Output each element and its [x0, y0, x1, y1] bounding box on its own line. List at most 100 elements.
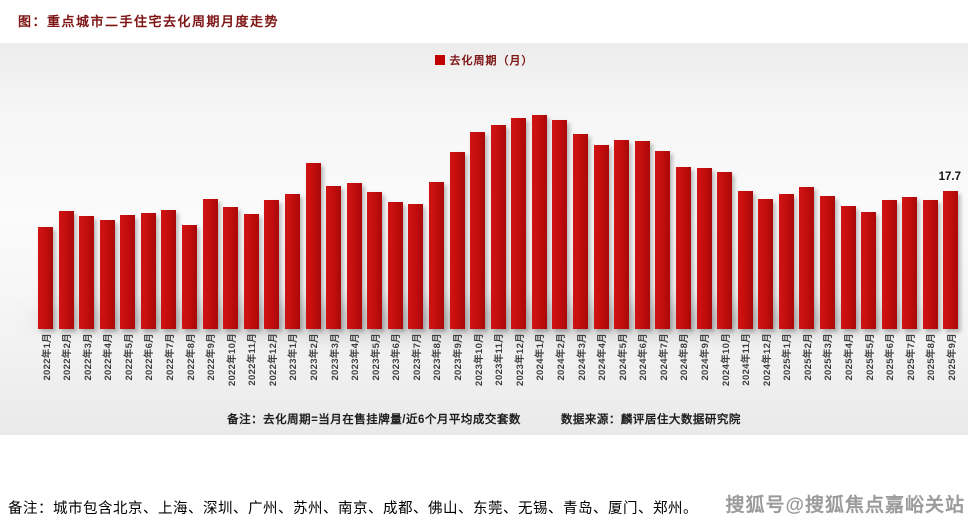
bar	[284, 194, 300, 329]
bar-slot: 2025年4月	[840, 43, 856, 381]
bar	[552, 120, 568, 329]
bar	[305, 162, 321, 329]
bar	[38, 226, 53, 329]
bar	[326, 186, 342, 329]
legend-swatch-icon	[434, 55, 445, 65]
bar-slot: 2024年10月	[717, 43, 733, 386]
bar	[902, 197, 918, 329]
bar-slot: 2023年12月	[511, 43, 527, 386]
bar	[737, 190, 753, 329]
bar-slot: 2024年8月	[675, 43, 691, 381]
bar	[243, 213, 259, 329]
legend-label: 去化周期（月）	[449, 55, 534, 67]
bar	[614, 140, 630, 329]
bar	[99, 219, 115, 329]
bar-slot: 2023年1月	[284, 43, 300, 381]
bar-slot: 2022年7月	[161, 43, 177, 381]
bar	[758, 198, 774, 329]
bar	[881, 200, 897, 329]
bar-slot: 2022年10月	[223, 43, 239, 386]
plot-area: 2022年1月 2022年2月 2022年3月 2022年4月 2022年5月 2022年…	[0, 43, 968, 386]
bar	[531, 114, 547, 329]
bar-slot: 2025年7月	[902, 43, 918, 381]
bar-slot: 2024年7月	[655, 43, 671, 381]
bar	[223, 206, 239, 329]
bar	[922, 200, 938, 329]
bar-slot: 2023年7月	[408, 43, 424, 381]
bar-slot: 2024年1月	[531, 43, 547, 381]
bar-slot: 2024年12月	[758, 43, 774, 386]
bar-slot: 2023年6月	[387, 43, 403, 381]
bar	[264, 199, 280, 329]
bar-slot: 2023年5月	[367, 43, 383, 381]
bar	[470, 131, 486, 329]
bar	[861, 212, 877, 329]
bar-slot: 2022年2月	[58, 43, 74, 381]
bar-slot: 2025年5月	[861, 43, 877, 381]
bar	[346, 183, 362, 329]
bar	[819, 195, 835, 329]
bar-slot: 2022年6月	[140, 43, 156, 381]
bar	[58, 211, 74, 329]
note-formula: 备注：去化周期=当月在售挂牌量/近6个月平均成交套数	[227, 414, 521, 426]
bar-slot: 2023年8月	[428, 43, 444, 381]
bar-slot: 2025年8月	[922, 43, 938, 381]
bar	[799, 187, 815, 329]
bar	[634, 141, 650, 329]
bar	[573, 134, 589, 329]
watermark: 搜狐号@搜狐焦点嘉峪关站	[725, 495, 965, 516]
bar-slot: 17.7 2025年9月	[938, 170, 962, 381]
bar-slot: 2025年3月	[819, 43, 835, 381]
bar	[428, 181, 444, 329]
bar	[202, 198, 218, 329]
bar-slot: 2022年3月	[79, 43, 95, 381]
bar-slot: 2024年3月	[573, 43, 589, 381]
bar	[387, 201, 403, 329]
bar-slot: 2022年4月	[99, 43, 115, 381]
bar	[511, 117, 527, 329]
bar-slot: 2022年12月	[264, 43, 280, 386]
bar-slot: 2025年6月	[881, 43, 897, 381]
bar	[490, 124, 506, 329]
bar	[449, 151, 465, 329]
bar-slot: 2023年3月	[326, 43, 342, 381]
bar	[840, 205, 856, 329]
bar	[778, 194, 794, 329]
bar-slot: 2022年9月	[202, 43, 218, 381]
bar-slot: 2024年6月	[634, 43, 650, 381]
bar-slot: 2024年11月	[737, 43, 753, 386]
bar-slot: 2023年4月	[346, 43, 362, 381]
legend: 去化周期（月）	[0, 52, 968, 68]
bar-slot: 2024年9月	[696, 43, 712, 381]
bar	[655, 151, 671, 329]
bars-row: 2022年1月 2022年2月 2022年3月 2022年4月 2022年5月 2022年…	[38, 43, 962, 386]
note-source: 数据来源：麟评居住大数据研究院	[560, 414, 741, 426]
bar-slot: 2024年2月	[552, 43, 568, 381]
bar-slot: 2022年8月	[182, 43, 198, 381]
bar	[593, 144, 609, 329]
bar	[943, 190, 959, 329]
bar	[408, 204, 424, 329]
bar-slot: 2022年5月	[120, 43, 136, 381]
bar-value-label: 17.7	[938, 170, 962, 183]
bar	[182, 225, 198, 329]
bar	[367, 191, 383, 329]
bar	[120, 215, 136, 329]
bar-slot: 2024年4月	[593, 43, 609, 381]
bar	[696, 168, 712, 329]
footer-note: 备注：城市包含北京、上海、深圳、广州、苏州、南京、成都、佛山、东莞、无锡、青岛、…	[8, 501, 698, 517]
chart-panel: 去化周期（月） 2022年1月 2022年2月 2022年3月 2022年4月 2022…	[0, 43, 968, 435]
chart-title: 图：重点城市二手住宅去化周期月度走势	[18, 14, 280, 29]
bar	[79, 215, 95, 329]
bar-slot: 2025年2月	[799, 43, 815, 381]
panel-notes: 备注：去化周期=当月在售挂牌量/近6个月平均成交套数 数据来源：麟评居住大数据研…	[0, 411, 968, 427]
bar	[161, 209, 177, 329]
bar-slot: 2023年11月	[490, 43, 506, 386]
bar	[140, 212, 156, 329]
bar-slot: 2022年11月	[243, 43, 259, 386]
bar-slot: 2023年9月	[449, 43, 465, 381]
bar	[675, 166, 691, 329]
bar-slot: 2024年5月	[614, 43, 630, 381]
bar	[717, 172, 733, 329]
